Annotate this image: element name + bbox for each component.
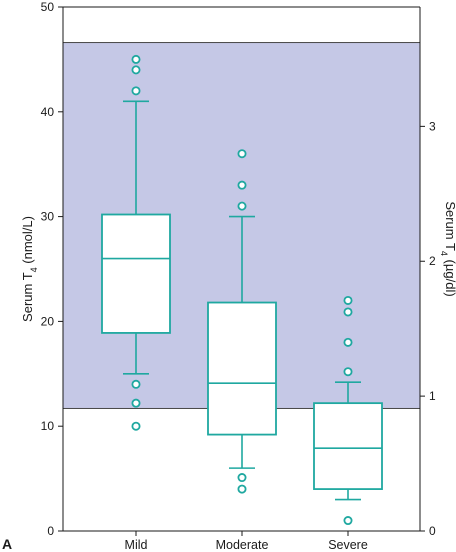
outlier-point-moderate — [237, 180, 247, 190]
outlier-point-severe — [343, 307, 353, 317]
outlier-point-severe — [343, 367, 353, 377]
outlier-point-mild — [131, 421, 141, 431]
panel-label: A — [2, 536, 12, 552]
axis-ticks: 0 10 20 30 40 50 0 1 2 3 Mild Moderate Severe — [41, 0, 436, 552]
box-severe — [313, 402, 383, 490]
outlier-point-mild — [131, 54, 141, 64]
outlier-point-moderate — [237, 149, 247, 159]
y-tick-label: 10 — [41, 419, 55, 433]
y-tick-label: 0 — [47, 524, 54, 538]
chart-marks — [101, 54, 383, 526]
outlier-point-moderate — [237, 484, 247, 494]
y-tick-label: 50 — [41, 0, 55, 14]
outlier-point-severe — [343, 295, 353, 305]
y2-tick-label: 1 — [429, 389, 436, 403]
x-tick-label: Mild — [125, 538, 148, 552]
outlier-point-mild — [131, 379, 141, 389]
box-moderate — [207, 301, 277, 436]
outlier-point-severe — [343, 337, 353, 347]
y2-tick-label: 2 — [429, 254, 436, 268]
outlier-point-severe — [343, 516, 353, 526]
y2-tick-label: 0 — [429, 524, 436, 538]
box-mild — [101, 213, 171, 334]
outlier-point-mild — [131, 398, 141, 408]
x-tick-label: Moderate — [216, 538, 269, 552]
x-tick-label: Severe — [328, 538, 368, 552]
y2-axis-label: Serum T4 (µg/dl) — [439, 201, 456, 296]
outlier-point-mild — [131, 86, 141, 96]
outlier-point-mild — [131, 65, 141, 75]
y-tick-label: 40 — [41, 105, 55, 119]
y-axis-label: Serum T4 (nmol/L) — [20, 216, 39, 322]
y2-tick-label: 3 — [429, 119, 436, 133]
y-tick-label: 30 — [41, 210, 55, 224]
outlier-point-moderate — [237, 473, 247, 483]
y-tick-label: 20 — [41, 314, 55, 328]
outlier-point-moderate — [237, 201, 247, 211]
